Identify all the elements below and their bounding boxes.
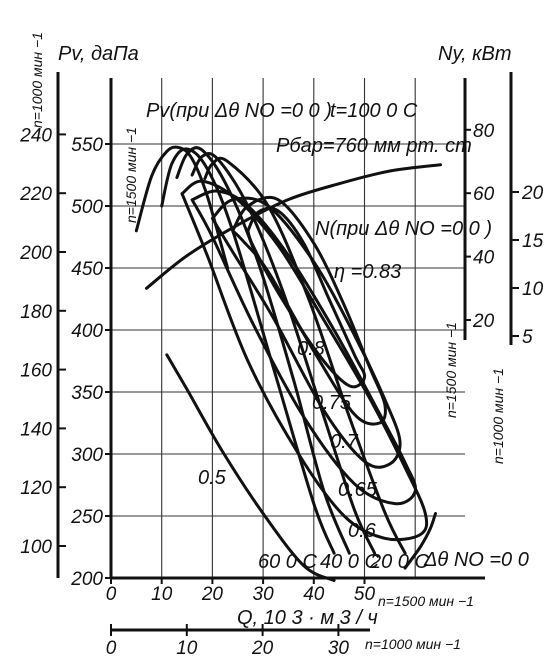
temperature-label: t=100 0 C <box>330 100 418 122</box>
pv1000-tick-label: 200 <box>19 243 52 264</box>
axes <box>56 72 513 632</box>
delta-theta-label: Δθ NO =0 0 <box>423 549 529 571</box>
power-curve <box>145 163 443 290</box>
ny-axis-label: Ny, кВт <box>438 43 512 65</box>
q1500-tick-label: 0 <box>106 584 117 605</box>
n1000-bottom-label: n=1000 мин −1 <box>365 636 461 652</box>
pv-axis-label: Pv, даПа <box>58 43 139 65</box>
n1500-left-label: n=1500 мин −1 <box>123 127 139 223</box>
ny1000-tick-label: 20 <box>521 183 544 204</box>
efficiency-contour-08 <box>231 195 387 426</box>
pv1000-tick-label: 160 <box>20 361 52 382</box>
pv1500-tick-label: 500 <box>71 197 103 218</box>
q1000-tick-label: 20 <box>251 638 274 659</box>
pv1000-tick-label: 240 <box>19 125 52 146</box>
pv1500-tick-label: 550 <box>71 135 103 156</box>
power-curve-label: N(при Δθ NO =0 0 ) <box>315 218 492 240</box>
efficiency-contour-06 <box>403 512 437 570</box>
q1500-tick-label: 20 <box>201 584 224 605</box>
efficiency-label-060: 0.6 <box>348 520 377 542</box>
q-axis-label: Q, 10 3 · м 3 / ч <box>237 607 378 629</box>
pv1000-tick-label: 220 <box>19 184 52 205</box>
q1000-tick-label: 0 <box>106 638 117 659</box>
efficiency-label-065: 0.65 <box>338 479 378 501</box>
pv1500-tick-label: 400 <box>71 321 103 342</box>
efficiency-label-075: 0.75 <box>312 392 352 414</box>
n1500-bottom-label: n=1500 мин −1 <box>378 593 474 609</box>
ny1500-tick-label: 20 <box>472 311 495 332</box>
pv1500-tick-label: 350 <box>71 383 103 404</box>
n1500-right-label: n=1500 мин −1 <box>443 322 459 418</box>
pressure-curve-2 <box>160 147 336 555</box>
pv-curve-label: Pv(при Δθ NO =0 0 ) <box>146 100 332 122</box>
efficiency-contour-083 <box>246 206 367 389</box>
q1000-tick-label: 30 <box>328 638 350 659</box>
efficiency-label-080: 0.8 <box>297 338 325 360</box>
ny1500-tick-label: 60 <box>473 184 495 205</box>
temperature-20-label: 20 0 C <box>369 551 429 573</box>
pv1000-tick-label: 100 <box>20 537 52 558</box>
pv1000-tick-label: 140 <box>20 419 52 440</box>
pressure-curve-1 <box>134 145 230 270</box>
pressure-curve-4 <box>190 152 377 555</box>
q1500-tick-label: 30 <box>253 584 275 605</box>
efficiency-contour-07 <box>190 189 418 506</box>
tick-labels: 5505004504003503002502002402202001801601… <box>19 121 543 659</box>
pv1500-tick-label: 250 <box>70 507 103 528</box>
ny1000-tick-label: 5 <box>522 327 533 348</box>
barometric-pressure-label: Pбар=760 мм рт. ст <box>276 135 472 157</box>
efficiency-contour-05 <box>165 353 336 582</box>
n1000-left-label: n=1000 мин −1 <box>29 32 45 128</box>
efficiency-label-050: 0.5 <box>198 467 227 489</box>
q1000-tick-label: 10 <box>176 638 198 659</box>
temperature-60-label: 60 0 C <box>258 551 317 573</box>
ny1000-tick-label: 10 <box>522 279 544 300</box>
pv1500-tick-label: 200 <box>70 569 103 590</box>
q1500-tick-label: 50 <box>354 584 376 605</box>
pv1000-tick-label: 180 <box>20 302 52 323</box>
q1500-tick-label: 40 <box>303 584 325 605</box>
q1500-tick-label: 10 <box>151 584 173 605</box>
ny1000-tick-label: 15 <box>522 231 544 252</box>
pv1500-tick-label: 300 <box>71 445 103 466</box>
ny1500-tick-label: 40 <box>473 248 495 269</box>
n1000-right-label: n=1000 мин −1 <box>490 368 506 464</box>
curves <box>134 145 443 582</box>
temperature-40-label: 40 0 C <box>320 551 379 573</box>
efficiency-contour-065 <box>180 179 429 542</box>
ny1500-tick-label: 80 <box>473 121 495 142</box>
efficiency-label-070: 0.7 <box>330 431 359 453</box>
efficiency-label-083: η =0.83 <box>334 261 401 283</box>
pv1000-tick-label: 120 <box>20 478 52 499</box>
pv1500-tick-label: 450 <box>71 259 103 280</box>
